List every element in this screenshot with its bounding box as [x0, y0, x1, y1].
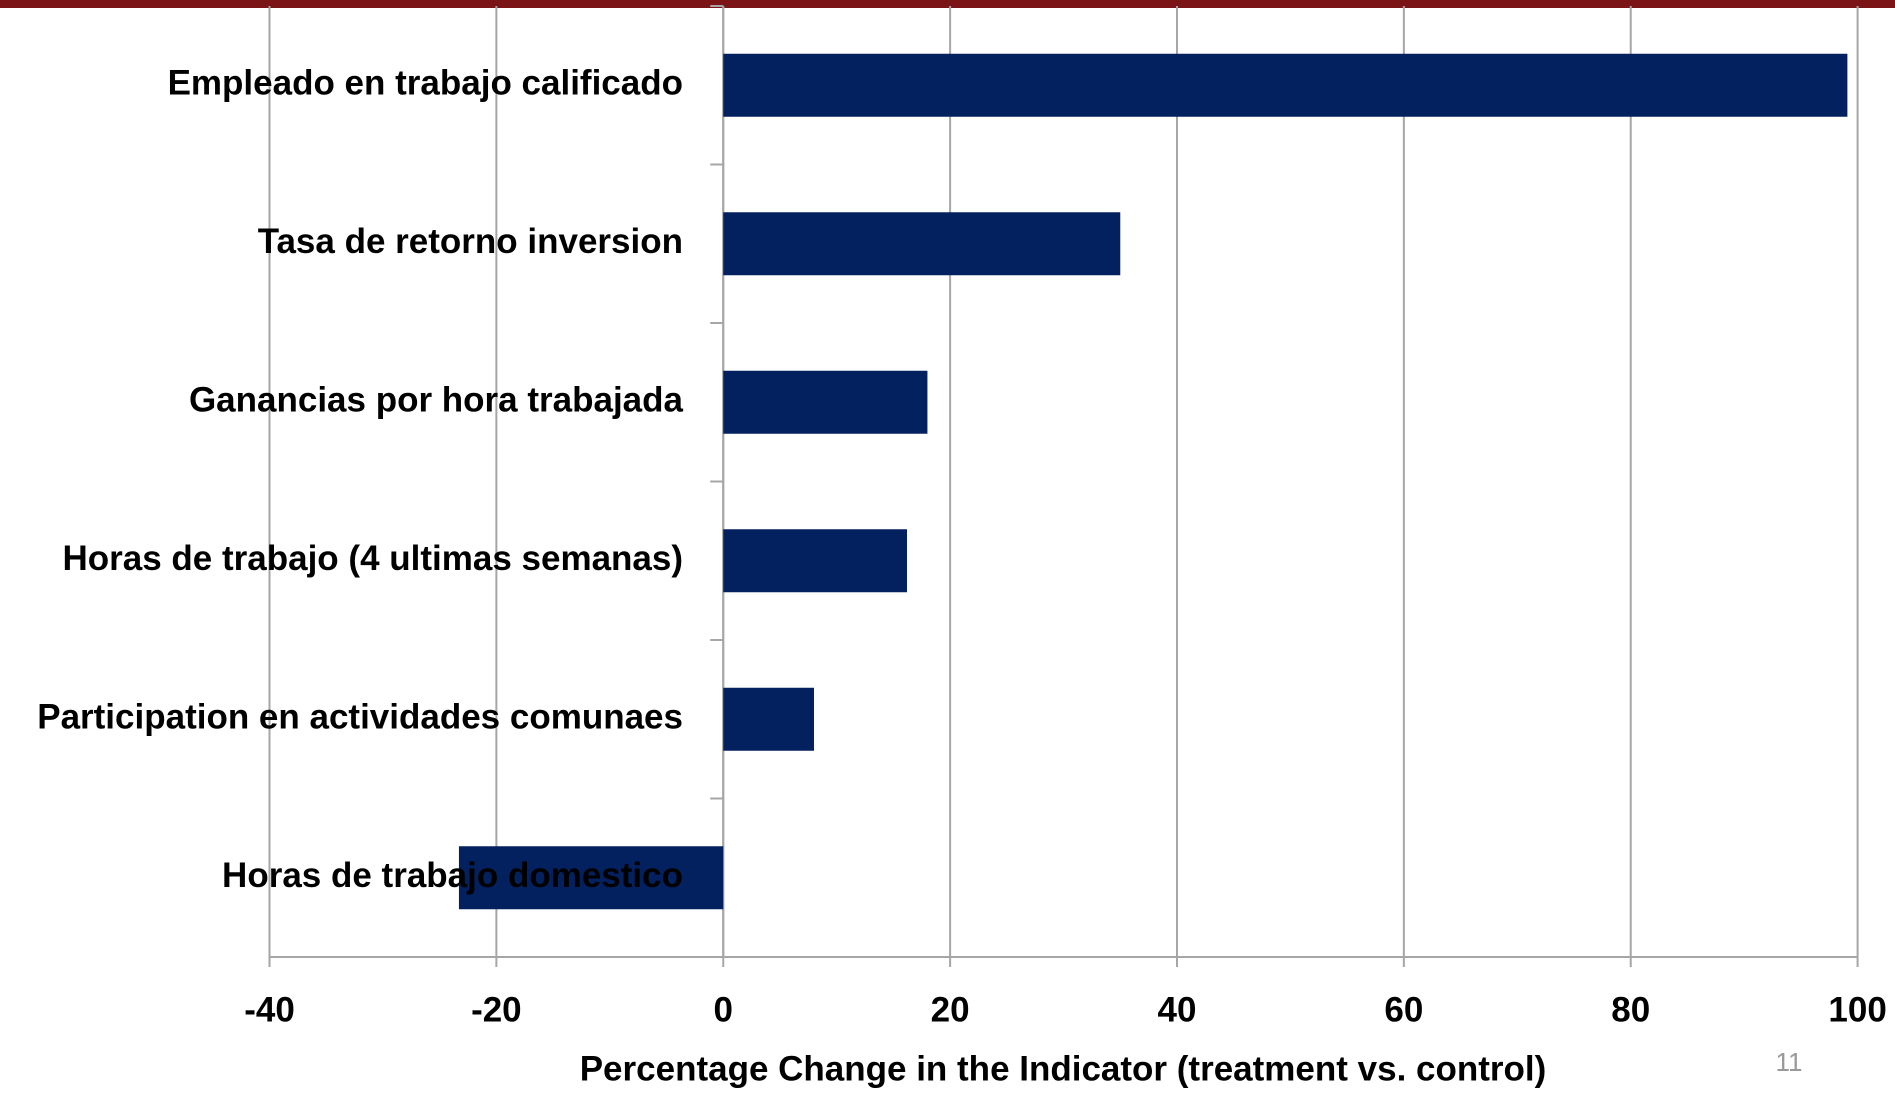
header-band — [0, 0, 1895, 8]
y-tick-label: Ganancias por hora trabajada — [189, 381, 684, 420]
bar — [723, 212, 1121, 276]
bar — [723, 370, 928, 434]
y-tick-label: Empleado en trabajo calificado — [168, 64, 683, 103]
bar — [723, 529, 908, 593]
x-axis-title: Percentage Change in the Indicator (trea… — [580, 1049, 1547, 1088]
x-tick-label: 100 — [1828, 990, 1886, 1029]
bar — [723, 53, 1848, 117]
y-tick-label: Horas de trabajo domestico — [222, 856, 683, 895]
x-tick-label: 20 — [931, 990, 970, 1029]
bar — [723, 687, 814, 751]
x-tick-label: -20 — [471, 990, 522, 1029]
y-tick-label: Tasa de retorno inversion — [258, 222, 683, 261]
bar — [458, 846, 724, 910]
y-tick-label: Horas de trabajo (4 ultimas semanas) — [63, 539, 684, 578]
x-tick-label: 60 — [1384, 990, 1423, 1029]
y-tick-label: Participation en actividades comunaes — [37, 698, 683, 737]
x-tick-label: 80 — [1611, 990, 1650, 1029]
x-tick-label: -40 — [244, 990, 295, 1029]
x-tick-label: 0 — [714, 990, 733, 1029]
x-tick-label: 40 — [1158, 990, 1197, 1029]
page-number: 11 — [1776, 1047, 1803, 1077]
